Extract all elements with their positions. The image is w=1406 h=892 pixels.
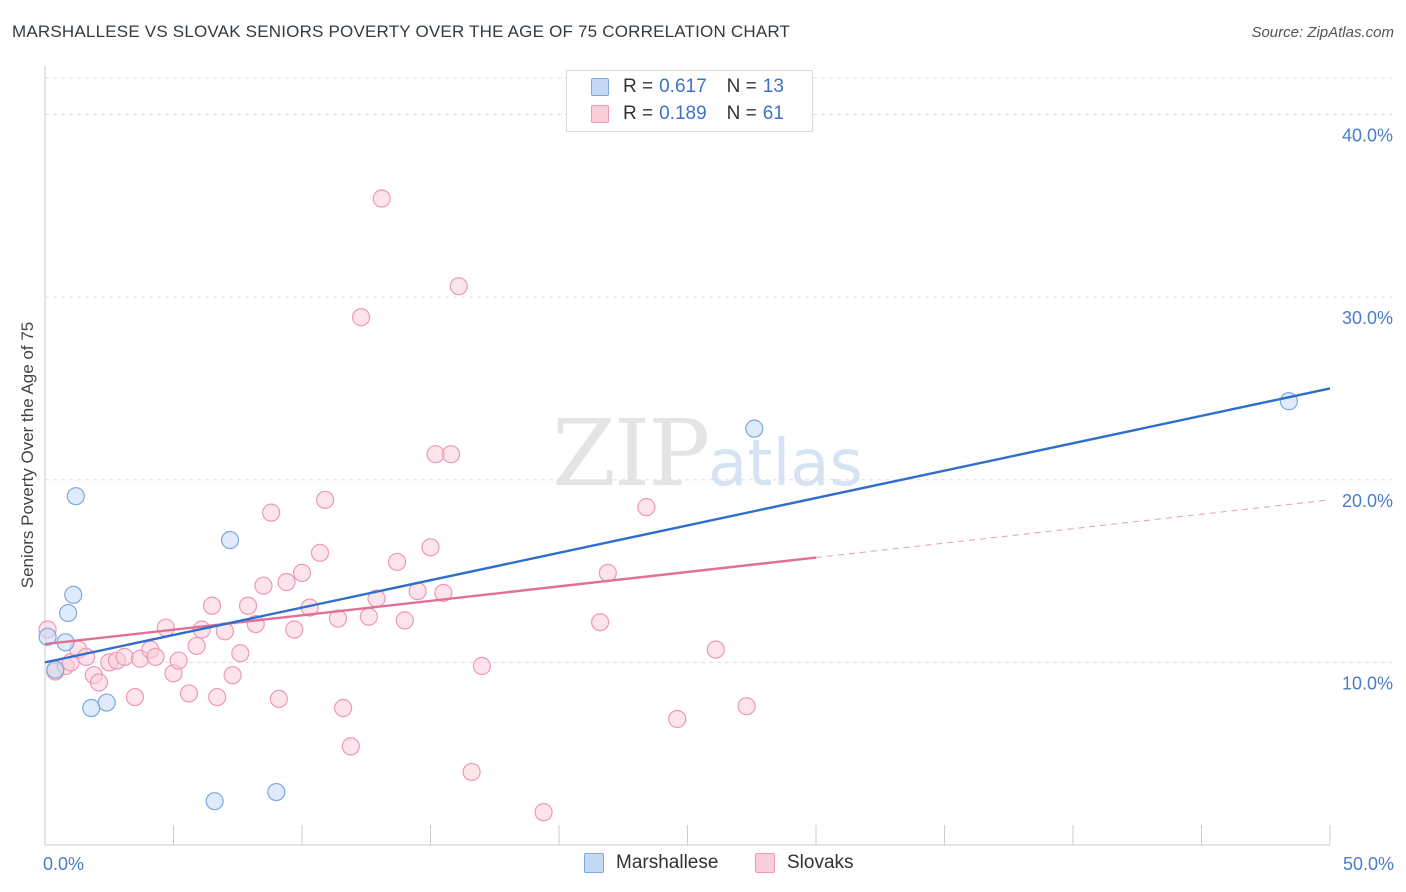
y-tick-label: 40.0% xyxy=(1342,126,1393,146)
x-tick-label: 0.0% xyxy=(43,854,84,874)
point-slovaks xyxy=(238,596,258,615)
point-slovaks xyxy=(89,673,109,692)
legend-r-value: 0.617 xyxy=(659,76,707,97)
point-slovaks xyxy=(277,572,296,592)
point-slovaks xyxy=(334,698,353,718)
point-slovaks xyxy=(372,189,391,208)
point-slovaks xyxy=(449,277,468,296)
point-marshallese xyxy=(745,419,764,438)
point-slovaks xyxy=(285,620,304,639)
point-marshallese xyxy=(82,698,101,718)
legend-row-marshallese: R = 0.617 N = 13 xyxy=(591,75,784,99)
point-slovaks xyxy=(395,611,414,630)
point-slovaks xyxy=(387,552,407,572)
point-slovaks xyxy=(352,308,371,327)
trend-line-slovaks xyxy=(44,556,817,646)
watermark-atlas: atlas xyxy=(708,427,863,501)
y-tick-label: 30.0% xyxy=(1342,308,1393,328)
point-slovaks xyxy=(125,687,145,707)
point-slovaks xyxy=(292,563,312,582)
point-slovaks xyxy=(434,583,453,603)
point-slovaks xyxy=(202,596,222,615)
point-marshallese xyxy=(267,782,286,802)
point-slovaks xyxy=(77,647,96,667)
point-slovaks xyxy=(737,697,756,716)
point-slovaks xyxy=(637,498,656,517)
point-slovaks xyxy=(223,666,242,685)
point-slovaks xyxy=(156,618,175,637)
point-slovaks xyxy=(341,737,360,756)
point-slovaks xyxy=(269,689,288,709)
legend-row-slovaks: R = 0.189 N = 61 xyxy=(591,102,784,126)
point-slovaks xyxy=(208,687,227,707)
point-marshallese xyxy=(205,792,224,811)
point-slovaks xyxy=(262,503,281,522)
point-slovaks xyxy=(668,709,687,729)
point-slovaks xyxy=(359,607,378,626)
legend-r-label: R = xyxy=(623,76,654,97)
point-slovaks xyxy=(115,647,134,667)
watermark-zip: ZIP xyxy=(552,400,710,507)
legend-r-label: R = xyxy=(623,103,654,124)
bottom-legend-label-marshallese: Marshallese xyxy=(616,852,719,873)
y-axis-label: Seniors Poverty Over the Age of 75 xyxy=(18,322,37,588)
bottom-legend-slovaks[interactable]: Slovaks xyxy=(755,852,854,874)
point-marshallese xyxy=(66,487,85,506)
legend: R = 0.617 N = 13 R = 0.189 N = 61 xyxy=(566,70,813,132)
point-slovaks xyxy=(310,543,330,562)
point-marshallese xyxy=(46,660,65,679)
point-slovaks xyxy=(421,538,440,557)
y-tick-label: 10.0% xyxy=(1342,673,1393,693)
trend-layer xyxy=(44,387,1331,664)
legend-swatch-slovaks xyxy=(591,105,609,123)
point-slovaks xyxy=(534,803,553,822)
point-marshallese xyxy=(64,585,83,604)
point-slovaks xyxy=(426,445,445,464)
x-tick-label: 50.0% xyxy=(1343,854,1394,874)
point-slovaks xyxy=(441,445,461,464)
point-slovaks xyxy=(231,644,250,663)
point-slovaks xyxy=(316,490,335,509)
legend-n-value: 61 xyxy=(762,103,784,124)
watermark: ZIPatlas xyxy=(552,400,863,507)
bottom-legend: Marshallese Slovaks xyxy=(0,852,1406,878)
axis-layer xyxy=(44,66,1331,846)
point-slovaks xyxy=(591,613,610,632)
chart-title: MARSHALLESE VS SLOVAK SENIORS POVERTY OV… xyxy=(12,22,791,41)
legend-n-value: 13 xyxy=(762,76,784,97)
point-marshallese xyxy=(220,530,240,550)
point-slovaks xyxy=(462,762,481,782)
legend-r-value: 0.189 xyxy=(659,103,707,124)
trend-extension-slovaks xyxy=(815,499,1331,559)
point-marshallese xyxy=(38,627,57,646)
legend-n-label: N = xyxy=(726,103,757,124)
point-slovaks xyxy=(254,576,273,595)
bottom-legend-marshallese[interactable]: Marshallese xyxy=(584,852,718,874)
point-slovaks xyxy=(146,647,165,667)
point-marshallese xyxy=(59,603,78,623)
point-slovaks xyxy=(598,563,617,582)
source-label: Source: ZipAtlas.com xyxy=(1251,24,1394,41)
y-tick-label: 20.0% xyxy=(1342,491,1393,511)
points-layer xyxy=(38,189,1298,822)
point-marshallese xyxy=(97,693,116,712)
legend-n-label: N = xyxy=(726,76,757,97)
bottom-legend-label-slovaks: Slovaks xyxy=(787,852,854,873)
point-slovaks xyxy=(706,640,725,659)
bottom-legend-swatch-slovaks xyxy=(755,853,775,873)
legend-swatch-marshallese xyxy=(591,78,609,96)
trend-line-marshallese xyxy=(44,387,1331,664)
grid-layer xyxy=(45,77,1392,663)
bottom-legend-swatch-marshallese xyxy=(584,853,604,873)
point-slovaks xyxy=(169,651,188,670)
point-slovaks xyxy=(179,684,199,703)
point-slovaks xyxy=(472,656,491,676)
point-slovaks xyxy=(187,636,206,656)
label-layer: Seniors Poverty Over the Age of 75 10.0%… xyxy=(18,126,1394,874)
